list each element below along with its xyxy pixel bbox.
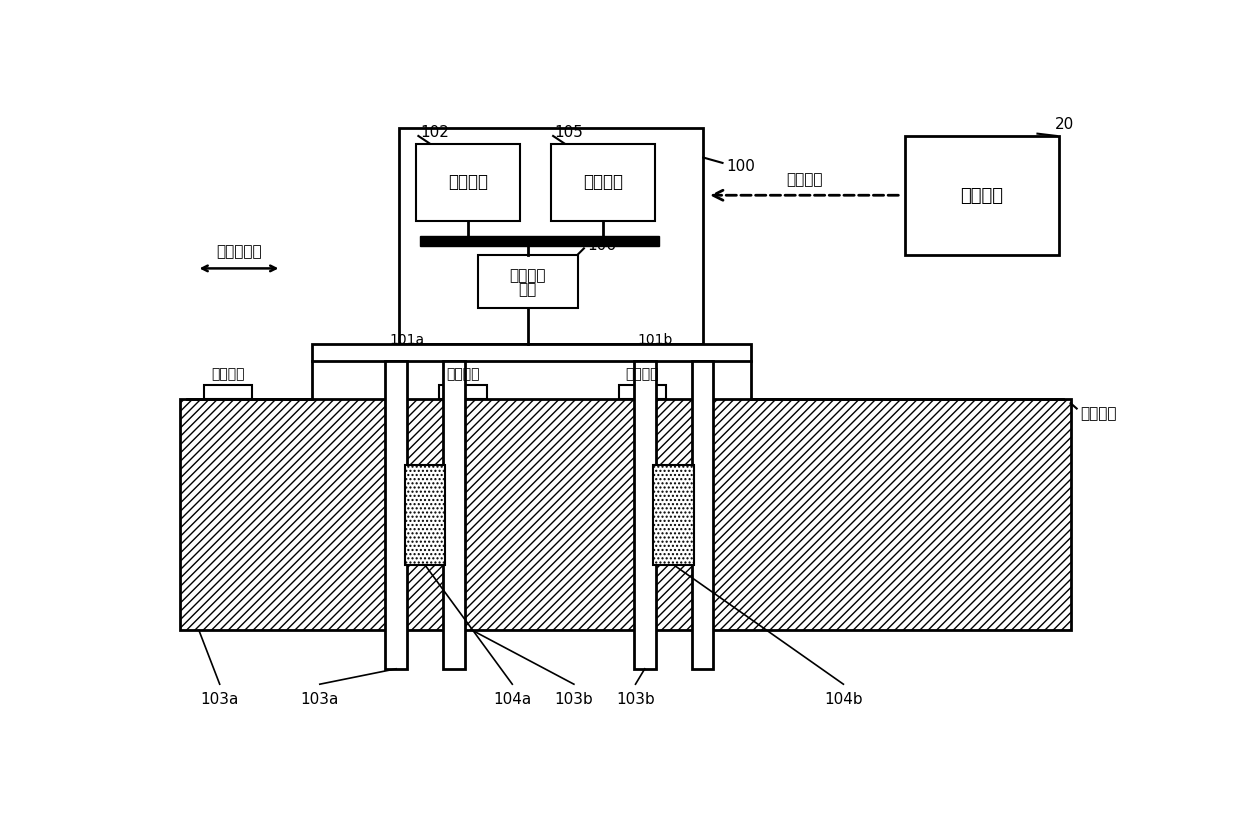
Text: 101a: 101a (389, 333, 424, 347)
Text: 引导标识: 引导标识 (626, 367, 660, 381)
Text: 100: 100 (727, 159, 755, 174)
Bar (551, 144, 655, 220)
Bar (312, 344, 751, 361)
Text: 104a: 104a (494, 692, 532, 707)
Text: 控制模块: 控制模块 (448, 173, 489, 191)
Text: 无线连接: 无线连接 (786, 172, 822, 187)
Bar (477, 255, 578, 309)
Bar (404, 464, 445, 565)
Bar (417, 144, 520, 220)
Text: 20: 20 (1055, 117, 1074, 132)
Text: 103a: 103a (201, 692, 239, 707)
Text: 101b: 101b (637, 333, 673, 347)
Bar (399, 128, 703, 344)
Text: 105: 105 (554, 125, 584, 140)
Text: 通讯模块: 通讯模块 (583, 173, 622, 191)
Bar (420, 236, 658, 246)
Text: 102: 102 (420, 125, 449, 140)
Text: 106: 106 (587, 238, 616, 252)
Bar (692, 361, 713, 669)
Text: 标识识别: 标识识别 (510, 268, 546, 283)
Bar (443, 361, 465, 669)
Text: 可移动方向: 可移动方向 (216, 244, 262, 259)
Bar (619, 385, 666, 399)
Text: 引导标识: 引导标识 (211, 367, 246, 381)
Bar (180, 399, 1070, 630)
Bar (634, 361, 656, 669)
Bar (653, 464, 694, 565)
Bar (386, 361, 407, 669)
Bar (905, 136, 1059, 255)
Text: 待测管道: 待测管道 (1080, 406, 1116, 421)
Text: 终端设备: 终端设备 (961, 186, 1003, 205)
Text: 104b: 104b (825, 692, 863, 707)
Text: 103b: 103b (554, 692, 593, 707)
Text: 103a: 103a (300, 692, 339, 707)
Text: 模块: 模块 (518, 281, 537, 297)
Bar (439, 385, 487, 399)
Bar (205, 385, 252, 399)
Text: 引导标识: 引导标识 (446, 367, 480, 381)
Text: 103b: 103b (616, 692, 655, 707)
